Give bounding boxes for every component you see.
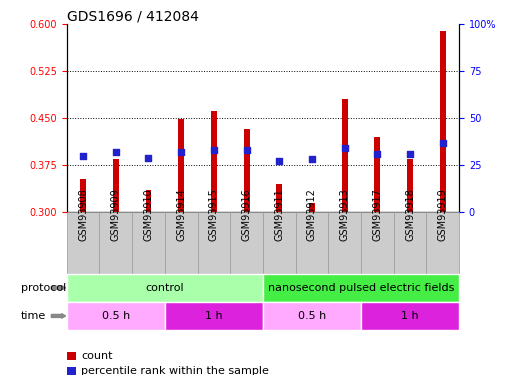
Point bbox=[243, 147, 251, 153]
Point bbox=[275, 158, 283, 164]
Point bbox=[112, 149, 120, 155]
Text: GSM93919: GSM93919 bbox=[438, 188, 448, 241]
Text: nanosecond pulsed electric fields: nanosecond pulsed electric fields bbox=[268, 283, 454, 293]
Bar bbox=[211, 111, 217, 212]
Bar bbox=[407, 159, 413, 212]
Point bbox=[144, 154, 152, 160]
Text: 0.5 h: 0.5 h bbox=[102, 311, 130, 321]
Bar bbox=[374, 137, 380, 212]
Bar bbox=[309, 202, 315, 212]
Text: count: count bbox=[81, 351, 112, 361]
Text: GSM93917: GSM93917 bbox=[372, 188, 382, 241]
Text: time: time bbox=[21, 311, 46, 321]
Bar bbox=[113, 159, 119, 212]
Text: protocol: protocol bbox=[21, 283, 66, 293]
Point bbox=[79, 153, 87, 159]
Text: GDS1696 / 412084: GDS1696 / 412084 bbox=[67, 9, 199, 23]
Text: percentile rank within the sample: percentile rank within the sample bbox=[81, 366, 269, 375]
Point bbox=[406, 151, 414, 157]
Text: 0.5 h: 0.5 h bbox=[298, 311, 326, 321]
Text: GSM93910: GSM93910 bbox=[144, 188, 153, 241]
Point bbox=[439, 140, 447, 146]
Point bbox=[210, 147, 218, 153]
Text: GSM93915: GSM93915 bbox=[209, 188, 219, 241]
Bar bbox=[80, 179, 86, 212]
Bar bbox=[277, 184, 282, 212]
Text: GSM93916: GSM93916 bbox=[242, 188, 251, 241]
Bar bbox=[342, 99, 348, 212]
Bar bbox=[178, 119, 184, 212]
Text: GSM93913: GSM93913 bbox=[340, 188, 350, 241]
Text: GSM93912: GSM93912 bbox=[307, 188, 317, 241]
Point bbox=[308, 156, 316, 162]
Bar bbox=[244, 129, 249, 212]
Point bbox=[373, 151, 382, 157]
Bar bbox=[440, 31, 446, 212]
Text: 1 h: 1 h bbox=[205, 311, 223, 321]
Point bbox=[341, 145, 349, 151]
Text: GSM93918: GSM93918 bbox=[405, 188, 415, 241]
Point bbox=[177, 149, 185, 155]
Text: 1 h: 1 h bbox=[401, 311, 419, 321]
Text: GSM93911: GSM93911 bbox=[274, 188, 284, 241]
Text: control: control bbox=[146, 283, 184, 293]
Bar bbox=[146, 190, 151, 212]
Text: GSM93909: GSM93909 bbox=[111, 188, 121, 241]
Text: GSM93908: GSM93908 bbox=[78, 188, 88, 241]
Text: GSM93914: GSM93914 bbox=[176, 188, 186, 241]
